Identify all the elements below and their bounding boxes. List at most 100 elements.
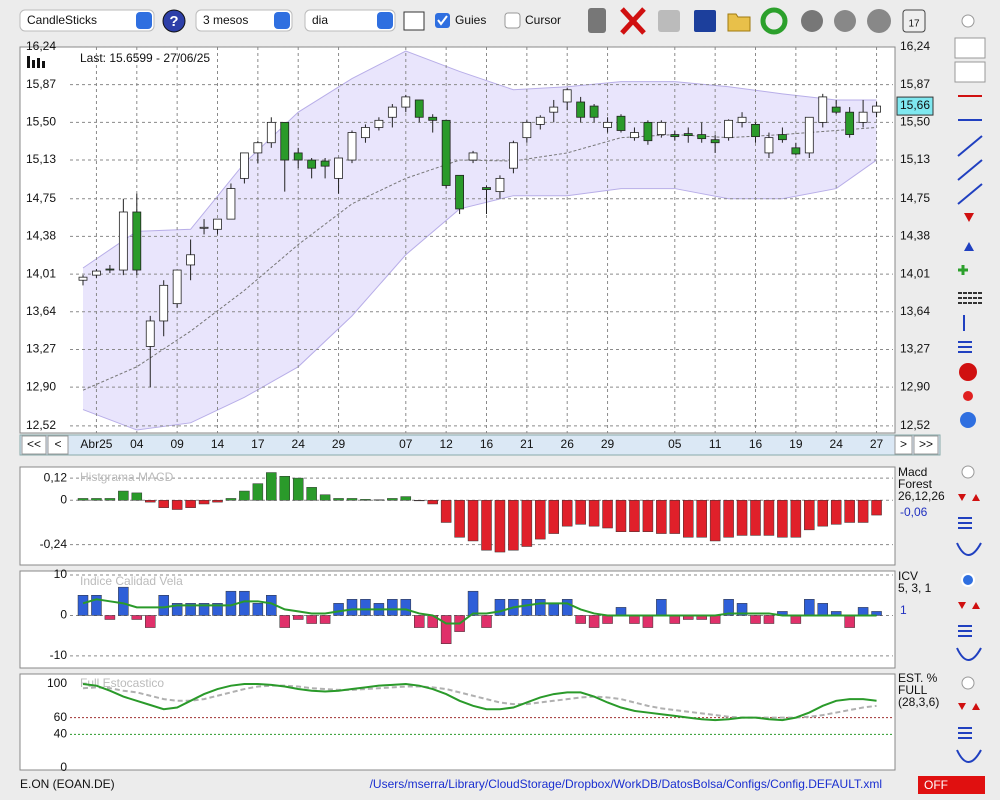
interval-select[interactable] — [304, 9, 396, 32]
histogram-bar — [830, 500, 842, 525]
y-tick-label: 15,50 — [26, 115, 56, 129]
histogram-bar — [857, 607, 869, 616]
y-tick-label: 15,13 — [26, 152, 56, 166]
select-arrow — [377, 12, 393, 29]
x-tick-label: 05 — [668, 437, 682, 451]
candle-body — [522, 121, 532, 139]
stop-button[interactable] — [959, 363, 977, 381]
x-tick-label: 24 — [292, 437, 306, 451]
y-tick-label: 14,38 — [26, 229, 56, 243]
settings-button[interactable] — [867, 9, 891, 33]
curve-button[interactable] — [956, 542, 982, 556]
icv-frame — [19, 570, 896, 669]
curve-button[interactable] — [956, 749, 982, 763]
period-select[interactable] — [195, 9, 293, 32]
band-average — [82, 126, 877, 391]
save-button[interactable] — [694, 10, 716, 32]
radio[interactable] — [961, 676, 975, 690]
percent-button[interactable] — [958, 341, 972, 353]
status-badge[interactable] — [918, 776, 985, 794]
sell-button[interactable] — [964, 213, 974, 222]
print-button[interactable] — [658, 10, 680, 32]
candle-body — [280, 121, 290, 161]
indicator-params: 26,12,26 — [898, 489, 945, 503]
signals-button[interactable] — [958, 602, 980, 609]
histogram-bar — [615, 500, 627, 532]
signals-button[interactable] — [958, 703, 980, 710]
candle-body — [455, 174, 465, 210]
signals-button[interactable] — [958, 494, 980, 501]
radio[interactable] — [961, 14, 975, 28]
nav-label: << — [27, 437, 41, 451]
sync-button[interactable] — [960, 412, 976, 428]
nav-button[interactable] — [913, 435, 939, 455]
candle-body — [482, 187, 491, 190]
histogram-bar — [723, 599, 734, 616]
chart-icon-button[interactable] — [403, 11, 425, 31]
icon-bar — [32, 60, 35, 68]
histogram-bar — [709, 500, 721, 542]
candle-body — [630, 132, 639, 139]
radio[interactable] — [961, 465, 975, 479]
candle-body — [495, 177, 505, 193]
nav-button[interactable] — [894, 435, 913, 455]
curve-button[interactable] — [956, 647, 982, 661]
candle-body — [239, 152, 249, 179]
y-tick-label-right: 15,13 — [900, 152, 930, 166]
y-tick-label: 100 — [47, 676, 67, 690]
chart-type-select[interactable] — [19, 9, 155, 32]
histogram-bar — [683, 500, 694, 538]
candle-body — [78, 276, 88, 281]
histogram-bar — [333, 498, 344, 501]
histogram-bar — [292, 615, 304, 620]
histogram-bar — [494, 599, 506, 616]
nav-label: < — [54, 437, 61, 451]
calendar-button[interactable] — [902, 9, 926, 33]
x-tick-label: Abr25 — [80, 437, 112, 451]
candle-body — [320, 160, 330, 167]
trend-button[interactable] — [957, 135, 983, 157]
currency-button[interactable] — [801, 10, 823, 32]
open-button[interactable] — [727, 13, 751, 32]
delete-button[interactable] — [620, 7, 646, 35]
histogram-bar — [709, 615, 721, 624]
euro-button[interactable] — [834, 10, 856, 32]
histogram-bar — [333, 603, 344, 616]
sidebar — [954, 14, 986, 763]
refresh-button[interactable] — [760, 7, 788, 35]
histogram-bar — [91, 498, 102, 501]
candle-body — [791, 147, 801, 155]
histogram-bar — [844, 500, 855, 523]
zoom-button[interactable] — [954, 37, 986, 59]
y-tick-label: -0,24 — [40, 537, 68, 551]
help-button[interactable] — [162, 9, 186, 33]
y-tick-label: 40 — [54, 727, 68, 741]
candle-body — [858, 111, 868, 123]
trash-button[interactable] — [588, 8, 606, 33]
status-text: OFF — [924, 778, 948, 792]
fib-button[interactable] — [957, 183, 983, 205]
record-button[interactable] — [963, 391, 973, 401]
nav-button[interactable] — [47, 435, 69, 455]
candle-body — [845, 111, 855, 135]
histogram-bar — [212, 500, 223, 503]
config-path[interactable]: /Users/mserra/Library/CloudStorage/Dropb… — [370, 777, 882, 791]
cursor-checkbox[interactable] — [504, 12, 521, 29]
histogram-bar — [548, 500, 559, 534]
percent-button[interactable] — [958, 517, 972, 529]
candle-body — [401, 96, 411, 108]
bars-icon — [27, 56, 45, 68]
percent-button[interactable] — [958, 727, 972, 739]
nav-button[interactable] — [21, 435, 47, 455]
tool-button[interactable] — [954, 61, 986, 83]
lines-button[interactable] — [958, 292, 982, 304]
buy-button[interactable] — [964, 242, 974, 251]
channel-button[interactable] — [957, 159, 983, 181]
candle-body — [576, 101, 586, 118]
percent-button[interactable] — [958, 625, 972, 637]
candle-body — [872, 105, 881, 113]
histogram-bar — [346, 498, 358, 501]
candle-body — [670, 134, 680, 138]
add-button[interactable] — [958, 265, 968, 275]
radio-selected[interactable] — [961, 573, 975, 587]
